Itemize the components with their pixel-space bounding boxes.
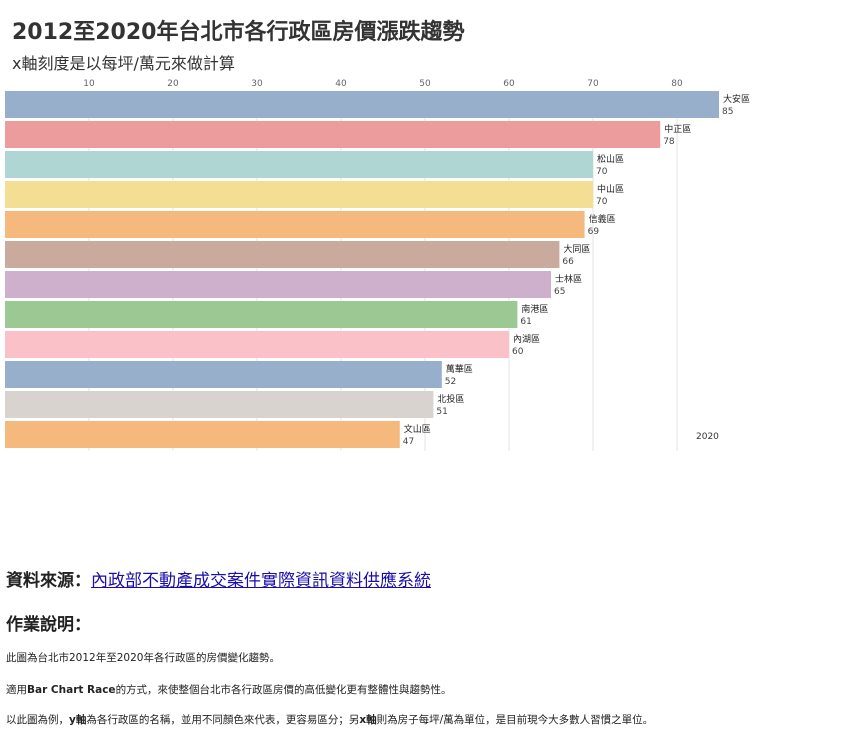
- notes-heading: 作業說明：: [6, 615, 91, 635]
- bar: [5, 211, 585, 238]
- bar-category-label: 士林區: [555, 273, 582, 285]
- note-paragraph-3: 以此圖為例，y軸為各行政區的名稱，並用不同顏色來代表，更容易區分；另x軸則為房子…: [6, 712, 653, 727]
- note-text: 為各行政區的名稱，並用不同顏色來代表，更容易區分；另: [86, 714, 360, 726]
- x-tick-label: 20: [167, 79, 179, 89]
- bar: [5, 121, 661, 148]
- x-tick-label: 50: [419, 79, 431, 89]
- bar: [5, 271, 551, 298]
- bar-value-label: 52: [445, 377, 456, 387]
- bar-category-label: 中山區: [597, 183, 624, 195]
- bar: [5, 151, 593, 178]
- x-tick-label: 10: [83, 79, 95, 89]
- source-label: 資料來源：: [6, 571, 91, 591]
- note-text: 的方式，來使整個台北市各行政區房價的高低變化更有整體性與趨勢性。: [115, 684, 452, 696]
- bar-chart: 10 20 30 40 50 60 70 80 大安區 85 中正區 78 松山區 70 中山區 70 信義區 6…: [5, 79, 750, 451]
- bar: [5, 241, 560, 268]
- bar: [5, 301, 518, 328]
- bar-category-label: 松山區: [597, 153, 624, 165]
- bar-category-label: 萬華區: [446, 363, 473, 375]
- bar-category-label: 南港區: [521, 303, 548, 315]
- x-tick-label: 30: [251, 79, 263, 89]
- bar-category-label: 大安區: [723, 93, 750, 105]
- note-bold-text: Bar Chart Race: [27, 684, 116, 696]
- x-tick-label: 60: [503, 79, 515, 89]
- bar: [5, 391, 434, 418]
- x-tick-label: 80: [671, 79, 683, 89]
- bar-category-label: 北投區: [437, 393, 464, 405]
- x-tick-label: 40: [335, 79, 347, 89]
- note-paragraph-1: 此圖為台北市2012年至2020年各行政區的房價變化趨勢。: [6, 652, 280, 664]
- bar-category-label: 文山區: [404, 423, 431, 435]
- bar-value-label: 69: [588, 227, 600, 237]
- bar-value-label: 85: [722, 107, 733, 117]
- bar: [5, 331, 509, 358]
- bar-category-label: 中正區: [664, 123, 691, 135]
- bar: [5, 421, 400, 448]
- bar-value-label: 60: [512, 347, 524, 357]
- bar-value-label: 70: [596, 197, 608, 207]
- chart-subtitle: x軸刻度是以每坪/萬元來做計算: [12, 54, 235, 73]
- note-bold-text: y軸: [69, 714, 87, 726]
- bar: [5, 181, 593, 208]
- page-title: 2012至2020年台北市各行政區房價漲跌趨勢: [12, 20, 465, 45]
- note-text: 適用: [6, 684, 27, 696]
- source-link[interactable]: 內政部不動產成交案件實際資訊資料供應系統: [91, 571, 431, 591]
- bar-value-label: 51: [436, 407, 447, 417]
- note-text: 則為房子每坪/萬為單位，是目前現今大多數人習慣之單位。: [376, 714, 654, 726]
- bar: [5, 361, 442, 388]
- bar-value-label: 78: [663, 137, 675, 147]
- bar: [5, 91, 719, 118]
- bar-value-label: 65: [554, 287, 565, 297]
- source-line: 資料來源：內政部不動產成交案件實際資訊資料供應系統: [6, 566, 431, 591]
- bar-value-label: 47: [403, 437, 414, 447]
- note-bold-text: x軸: [359, 714, 377, 726]
- x-tick-label: 70: [587, 79, 599, 89]
- year-label: 2020: [696, 432, 719, 442]
- note-text: 以此圖為例，: [6, 714, 69, 726]
- bar-value-label: 66: [562, 257, 574, 267]
- note-paragraph-2: 適用Bar Chart Race的方式，來使整個台北市各行政區房價的高低變化更有…: [6, 682, 452, 697]
- bar-category-label: 內湖區: [513, 334, 540, 345]
- bar-category-label: 信義區: [589, 213, 616, 225]
- bar-category-label: 大同區: [563, 243, 590, 255]
- bar-value-label: 61: [520, 317, 531, 327]
- bar-value-label: 70: [596, 167, 608, 177]
